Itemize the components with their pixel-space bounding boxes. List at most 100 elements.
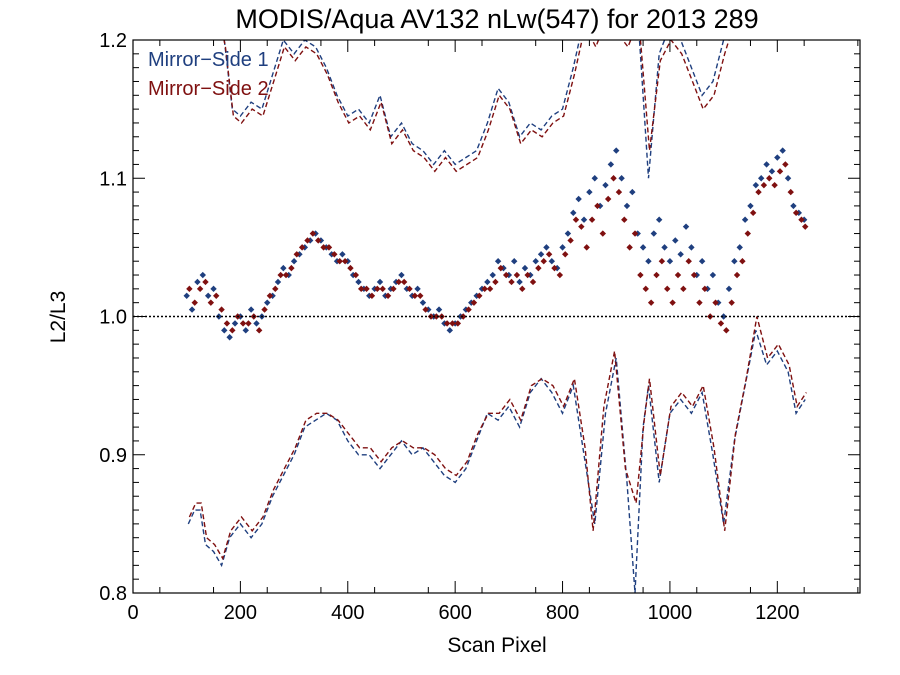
point-series-1-4 xyxy=(204,292,212,299)
y-axis-label: L2/L3 xyxy=(47,291,70,344)
point-series-2-29 xyxy=(341,258,349,265)
point-series-1-18 xyxy=(280,264,287,272)
point-series-1-78 xyxy=(602,181,609,189)
point-series-2-54 xyxy=(476,292,483,299)
point-series-2-18 xyxy=(282,271,290,279)
point-series-2-19 xyxy=(288,264,295,272)
point-series-1-75 xyxy=(586,188,593,196)
point-series-2-68 xyxy=(551,264,558,272)
x-tick-label: 200 xyxy=(224,602,257,624)
y-tick-label: 1.1 xyxy=(99,168,127,190)
point-series-1-11 xyxy=(242,327,249,334)
point-series-2-40 xyxy=(400,278,408,286)
point-series-1-68 xyxy=(548,258,556,265)
point-series-1-98 xyxy=(709,271,717,279)
point-series-2-56 xyxy=(486,285,494,293)
legend: Mirror−Side 1 Mirror−Side 2 xyxy=(148,49,269,100)
point-series-2-53 xyxy=(470,299,478,306)
point-series-2-17 xyxy=(277,271,284,279)
x-tick-label: 1200 xyxy=(755,602,800,624)
point-series-2-23 xyxy=(309,230,317,237)
point-series-2-35 xyxy=(374,285,381,293)
point-series-1-100 xyxy=(720,313,727,320)
point-series-1-56 xyxy=(484,278,491,286)
point-series-1-79 xyxy=(607,161,615,168)
point-series-1-12 xyxy=(247,306,255,313)
point-series-1-2 xyxy=(194,278,201,286)
point-series-1-102 xyxy=(731,258,738,265)
point-series-1-111 xyxy=(779,147,786,154)
point-series-1-76 xyxy=(591,175,598,182)
point-series-1-86 xyxy=(645,258,652,265)
point-series-2-46 xyxy=(433,313,440,320)
point-series-2-7 xyxy=(223,320,231,327)
point-series-1-110 xyxy=(774,154,781,161)
point-series-2-52 xyxy=(465,306,472,313)
points-layer xyxy=(183,147,809,341)
point-series-2-83 xyxy=(631,230,639,237)
point-series-1-74 xyxy=(580,216,588,223)
point-series-2-2 xyxy=(196,285,204,293)
y-tick-label: 1.0 xyxy=(99,307,127,329)
point-series-2-34 xyxy=(368,292,376,299)
point-series-2-41 xyxy=(406,285,413,293)
point-series-2-57 xyxy=(492,278,499,286)
point-series-2-70 xyxy=(562,251,569,258)
point-series-2-93 xyxy=(685,258,692,265)
y-tick-label: 0.8 xyxy=(99,583,127,605)
bound-line-lower-1 xyxy=(187,330,806,593)
point-series-2-20 xyxy=(293,251,300,258)
x-tick-label: 800 xyxy=(546,602,579,624)
point-series-2-86 xyxy=(647,299,655,306)
point-series-2-58 xyxy=(497,264,504,272)
point-series-2-11 xyxy=(245,320,252,327)
point-series-1-106 xyxy=(752,181,760,189)
y-tick-label: 1.2 xyxy=(99,30,127,52)
point-series-2-79 xyxy=(610,175,617,182)
point-series-2-61 xyxy=(513,271,521,279)
point-series-1-88 xyxy=(655,216,663,223)
point-series-1-36 xyxy=(376,278,384,286)
point-series-2-43 xyxy=(417,292,424,299)
point-series-2-65 xyxy=(535,264,542,272)
point-series-1-58 xyxy=(494,258,502,265)
point-series-2-51 xyxy=(460,313,467,320)
point-series-2-30 xyxy=(347,264,354,272)
point-series-1-80 xyxy=(613,147,620,154)
point-series-1-91 xyxy=(672,237,679,244)
point-series-1-94 xyxy=(688,244,695,251)
point-series-2-99 xyxy=(717,320,725,327)
point-series-2-13 xyxy=(255,327,263,334)
point-series-2-25 xyxy=(320,244,327,251)
point-series-2-71 xyxy=(567,237,574,244)
point-series-2-89 xyxy=(664,285,671,293)
point-series-1-7 xyxy=(221,327,228,334)
point-series-2-107 xyxy=(760,181,768,189)
point-series-2-42 xyxy=(411,292,419,299)
point-series-2-62 xyxy=(519,285,526,293)
point-series-2-114 xyxy=(798,216,805,223)
point-series-2-38 xyxy=(390,285,397,293)
point-series-2-8 xyxy=(229,327,236,334)
point-series-1-1 xyxy=(188,306,196,313)
point-series-2-0 xyxy=(186,285,193,293)
point-series-1-8 xyxy=(226,334,233,341)
point-series-1-83 xyxy=(629,188,636,196)
point-series-1-92 xyxy=(677,251,684,258)
point-series-1-66 xyxy=(537,251,545,258)
ticks-layer: 0 200 400 600 800 1000 1200 0.8 0.9 1.0 1.1 1.2 xyxy=(99,30,860,624)
point-series-2-81 xyxy=(621,216,628,223)
point-series-1-101 xyxy=(725,285,733,293)
point-series-1-63 xyxy=(521,264,529,272)
point-series-2-10 xyxy=(239,320,247,327)
point-series-1-93 xyxy=(682,223,690,230)
point-series-2-37 xyxy=(384,292,392,299)
point-series-2-82 xyxy=(626,244,633,251)
point-series-2-3 xyxy=(202,278,209,286)
point-series-1-13 xyxy=(253,320,260,327)
point-series-1-61 xyxy=(511,258,518,265)
x-tick-label: 1000 xyxy=(648,602,693,624)
point-series-1-72 xyxy=(570,209,577,217)
point-series-2-48 xyxy=(443,320,451,327)
